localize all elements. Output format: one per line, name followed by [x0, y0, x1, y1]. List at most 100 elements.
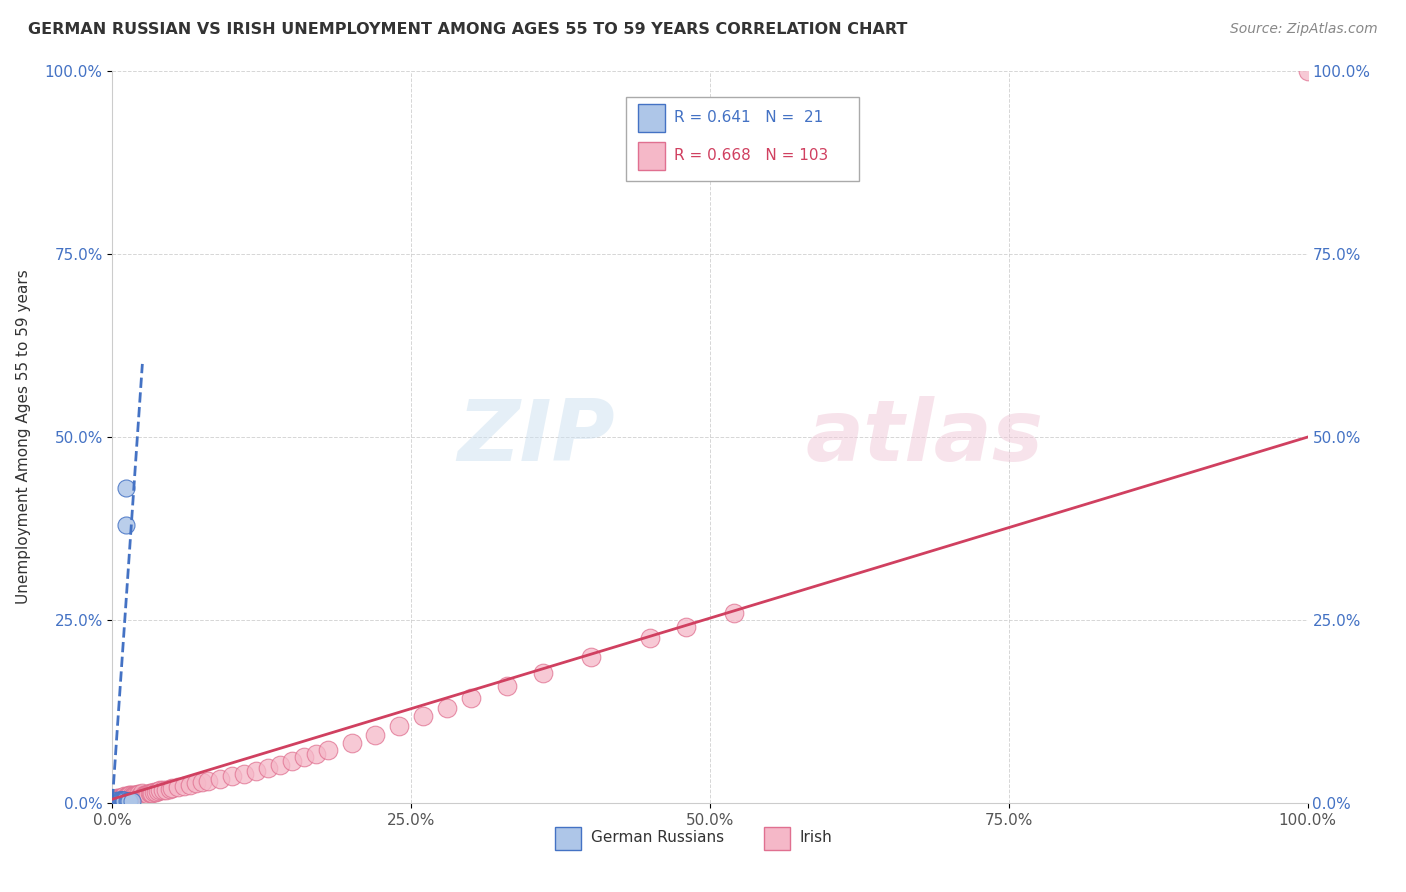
Point [141, 786, 163, 800]
Point [114, 790, 135, 805]
Point [340, 736, 363, 750]
Point [388, 719, 411, 733]
Point [173, 779, 195, 793]
Point [149, 783, 172, 797]
Point [579, 649, 602, 664]
Point [112, 794, 135, 808]
Point [104, 794, 127, 808]
Point [114, 793, 136, 807]
Point [496, 679, 519, 693]
Point [112, 793, 135, 807]
Point [121, 792, 143, 806]
Point [640, 632, 662, 646]
Y-axis label: Unemployment Among Ages 55 to 59 years: Unemployment Among Ages 55 to 59 years [15, 269, 31, 605]
Point [105, 794, 128, 808]
Point [107, 791, 129, 805]
Point [110, 792, 132, 806]
Point [118, 792, 141, 806]
Point [460, 691, 482, 706]
Point [108, 794, 131, 808]
Point [121, 791, 143, 805]
Point [114, 481, 136, 495]
Point [152, 783, 174, 797]
Point [115, 793, 138, 807]
Point [125, 790, 148, 805]
Point [117, 794, 139, 808]
FancyBboxPatch shape [627, 97, 859, 181]
Point [531, 665, 554, 680]
Point [114, 517, 136, 532]
Point [136, 787, 159, 801]
Text: R = 0.668   N = 103: R = 0.668 N = 103 [675, 148, 828, 163]
Point [316, 743, 339, 757]
Point [117, 791, 139, 805]
Point [117, 789, 139, 804]
Point [179, 778, 201, 792]
Point [129, 789, 152, 804]
Point [197, 773, 219, 788]
Point [110, 790, 132, 805]
Point [127, 787, 149, 801]
Point [122, 791, 145, 805]
Point [436, 700, 458, 714]
Point [105, 791, 128, 805]
Point [122, 789, 145, 803]
Point [124, 789, 146, 803]
Point [245, 764, 267, 778]
Point [138, 786, 160, 800]
Text: Source: ZipAtlas.com: Source: ZipAtlas.com [1230, 22, 1378, 37]
Point [162, 781, 183, 796]
Point [292, 750, 315, 764]
Bar [638, 104, 665, 132]
Point [120, 790, 142, 805]
Text: GERMAN RUSSIAN VS IRISH UNEMPLOYMENT AMONG AGES 55 TO 59 YEARS CORRELATION CHART: GERMAN RUSSIAN VS IRISH UNEMPLOYMENT AMO… [28, 22, 907, 37]
Point [108, 792, 131, 806]
Point [131, 786, 153, 800]
Point [118, 789, 141, 803]
Point [127, 789, 149, 804]
Point [146, 784, 169, 798]
Point [114, 794, 135, 808]
Point [233, 766, 256, 780]
Point [221, 769, 243, 783]
Point [269, 757, 291, 772]
Text: atlas: atlas [806, 395, 1043, 479]
Point [114, 789, 135, 804]
Point [135, 788, 157, 802]
Point [107, 794, 129, 808]
Point [120, 789, 142, 803]
Point [139, 786, 162, 800]
Point [114, 794, 135, 808]
Point [121, 789, 143, 804]
Point [111, 790, 134, 805]
Point [118, 790, 141, 805]
Point [108, 794, 131, 808]
Point [111, 793, 134, 807]
Point [111, 794, 134, 808]
Text: German Russians: German Russians [591, 830, 724, 846]
Point [107, 793, 129, 807]
Point [121, 788, 143, 802]
Point [121, 789, 143, 804]
Point [111, 794, 134, 808]
Bar [638, 143, 665, 170]
Point [107, 793, 129, 807]
Point [131, 789, 153, 803]
Point [155, 782, 177, 797]
Text: Irish: Irish [800, 830, 832, 846]
Point [105, 794, 128, 808]
Point [114, 792, 135, 806]
Bar [763, 827, 790, 850]
Bar [554, 827, 581, 850]
Point [115, 794, 138, 808]
Point [105, 793, 128, 807]
Point [118, 794, 141, 808]
Point [112, 792, 135, 806]
Point [112, 789, 135, 804]
Point [412, 709, 434, 723]
Point [128, 787, 150, 801]
Point [209, 772, 232, 786]
Point [110, 793, 132, 807]
Point [143, 785, 166, 799]
Point [281, 754, 304, 768]
